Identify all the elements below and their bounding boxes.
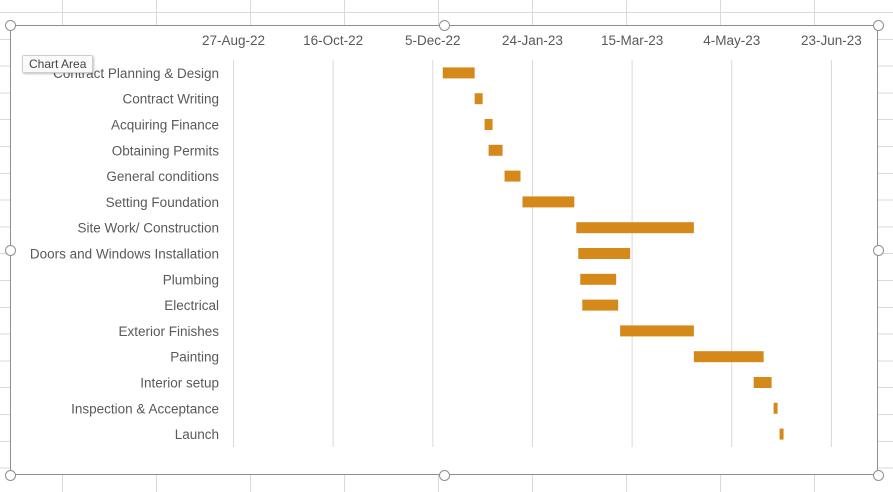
category-label: Contract Writing (122, 92, 219, 107)
category-label: Exterior Finishes (118, 324, 219, 339)
task-bar (753, 377, 772, 388)
task-bar (484, 119, 493, 130)
category-label: Plumbing (163, 272, 219, 287)
resize-handle-top[interactable] (439, 20, 450, 31)
x-tick-label: 16-Oct-22 (303, 33, 363, 48)
task-bar (582, 299, 619, 311)
category-label: General conditions (106, 169, 219, 184)
category-label: Electrical (164, 298, 219, 313)
resize-handle-top-right[interactable] (873, 20, 884, 31)
x-tick-label: 24-Jan-23 (502, 33, 563, 48)
task-bar (576, 222, 694, 234)
task-bar (779, 428, 784, 440)
x-tick-label: 4-May-23 (703, 33, 760, 48)
x-tick-label: 15-Mar-23 (601, 33, 663, 48)
x-tick-label: 23-Jun-23 (801, 33, 862, 48)
task-bar (522, 196, 575, 208)
category-label: Painting (170, 350, 219, 365)
resize-handle-top-left[interactable] (5, 20, 16, 31)
category-label: Acquiring Finance (111, 118, 219, 133)
x-tick-label: 27-Aug-22 (202, 33, 265, 48)
resize-handle-bottom-right[interactable] (873, 470, 884, 481)
category-label: Setting Foundation (106, 195, 219, 210)
task-bar (442, 67, 475, 79)
chart-area[interactable] (10, 25, 878, 475)
category-label: Interior setup (140, 376, 219, 391)
category-label: Site Work/ Construction (77, 221, 219, 236)
task-bar (488, 144, 503, 156)
task-bar (693, 351, 764, 363)
task-bar (580, 273, 617, 285)
resize-handle-bottom-left[interactable] (5, 470, 16, 481)
category-label: Launch (175, 427, 219, 442)
chart-area-tooltip: Chart Area (22, 55, 94, 73)
category-label: Doors and Windows Installation (30, 247, 219, 262)
category-label: Inspection & Acceptance (71, 401, 219, 416)
task-bar (504, 170, 521, 182)
resize-handle-left[interactable] (5, 245, 16, 256)
task-bar (773, 402, 778, 414)
task-bar (578, 248, 631, 259)
category-label: Contract Planning & Design (53, 66, 219, 81)
task-bar (474, 93, 483, 105)
resize-handle-right[interactable] (873, 245, 884, 256)
x-tick-label: 5-Dec-22 (405, 33, 461, 48)
category-label: Obtaining Permits (112, 143, 220, 158)
resize-handle-bottom[interactable] (439, 470, 450, 481)
task-bar (620, 325, 694, 337)
